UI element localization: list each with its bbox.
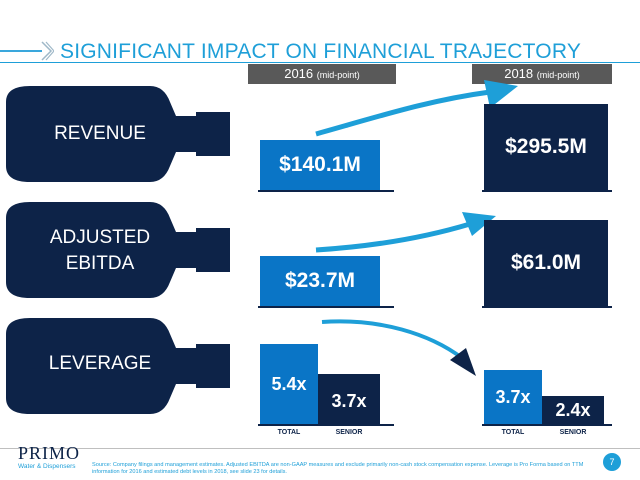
page-title: SIGNIFICANT IMPACT ON FINANCIAL TRAJECTO… xyxy=(60,40,582,63)
bottle-icon xyxy=(6,86,230,182)
revenue-arrow xyxy=(315,89,491,137)
leverage-2018-total-label: TOTAL xyxy=(501,429,525,436)
leverage-2018-total-value: 3.7x xyxy=(495,386,531,407)
year-tab-2018: 2018 (mid-point) xyxy=(472,64,612,84)
revenue-label: REVENUE xyxy=(54,123,146,144)
ebitda-2016-value: $23.7M xyxy=(284,269,356,292)
title-bar: SIGNIFICANT IMPACT ON FINANCIAL TRAJECTO… xyxy=(0,36,640,66)
ebitda-2018-bar: $61.0M xyxy=(484,220,608,306)
leverage-2016-total-label: TOTAL xyxy=(277,429,301,436)
revenue-2016-value: $140.1M xyxy=(279,153,361,176)
leverage-2018-total-bar: 3.7x xyxy=(484,370,542,424)
title-divider xyxy=(0,62,640,63)
source-note: Source: Company filings and management e… xyxy=(92,462,584,475)
footer-divider xyxy=(0,448,640,449)
leverage-2018-senior-bar: 2.4x xyxy=(542,396,604,424)
chevron-right-icon xyxy=(41,41,54,61)
leverage-2016-total-value: 5.4x xyxy=(271,373,307,394)
ebitda-2018-value: $61.0M xyxy=(510,251,582,274)
ebitda-label-line1: ADJUSTED xyxy=(49,227,151,248)
leverage-2016-senior-value: 3.7x xyxy=(331,391,367,411)
ebitda-bottle: ADJUSTED EBITDA xyxy=(0,198,240,302)
leverage-arrowhead xyxy=(450,348,476,376)
ebitda-arrowhead xyxy=(462,212,496,236)
year-tab-2018-note: (mid-point) xyxy=(536,70,580,80)
leverage-2016-total-bar: 5.4x xyxy=(260,344,318,424)
title-rule xyxy=(0,50,42,52)
leverage-2016-senior-bar: 3.7x xyxy=(318,374,380,424)
revenue-bottle: REVENUE xyxy=(0,82,240,186)
ebitda-arrow xyxy=(315,221,471,253)
leverage-bottle: LEVERAGE xyxy=(0,314,240,418)
primo-logo: PRIMO Water & Dispensers xyxy=(18,444,88,471)
leverage-2018-senior-label: SENIOR xyxy=(559,429,587,436)
leverage-label: LEVERAGE xyxy=(48,353,152,374)
ebitda-2016-axis xyxy=(258,306,394,308)
revenue-2016-bar: $140.1M xyxy=(260,140,380,190)
year-tab-2016: 2016 (mid-point) xyxy=(248,64,396,84)
leverage-2018-axis xyxy=(482,424,612,426)
year-tab-2018-year: 2018 xyxy=(504,66,534,81)
logo-wordmark: PRIMO xyxy=(18,443,81,463)
revenue-2016-axis xyxy=(258,190,394,192)
revenue-2018-value: $295.5M xyxy=(505,135,587,158)
leverage-2016-axis xyxy=(258,424,394,426)
year-tab-2016-note: (mid-point) xyxy=(316,70,360,80)
revenue-arrowhead xyxy=(484,80,518,108)
revenue-2018-bar: $295.5M xyxy=(484,104,608,190)
ebitda-2018-axis xyxy=(482,306,612,308)
ebitda-2016-bar: $23.7M xyxy=(260,256,380,306)
page-number: 7 xyxy=(603,453,621,471)
bottle-icon xyxy=(6,202,230,298)
leverage-arrow xyxy=(321,319,464,360)
leverage-2016-senior-label: SENIOR xyxy=(335,429,363,436)
ebitda-label-line2: EBITDA xyxy=(65,253,135,274)
logo-tagline: Water & Dispensers xyxy=(18,463,76,470)
year-tab-2016-year: 2016 xyxy=(284,66,314,81)
bottle-icon xyxy=(6,318,230,414)
revenue-2018-axis xyxy=(482,190,612,192)
leverage-2018-senior-value: 2.4x xyxy=(555,399,591,420)
